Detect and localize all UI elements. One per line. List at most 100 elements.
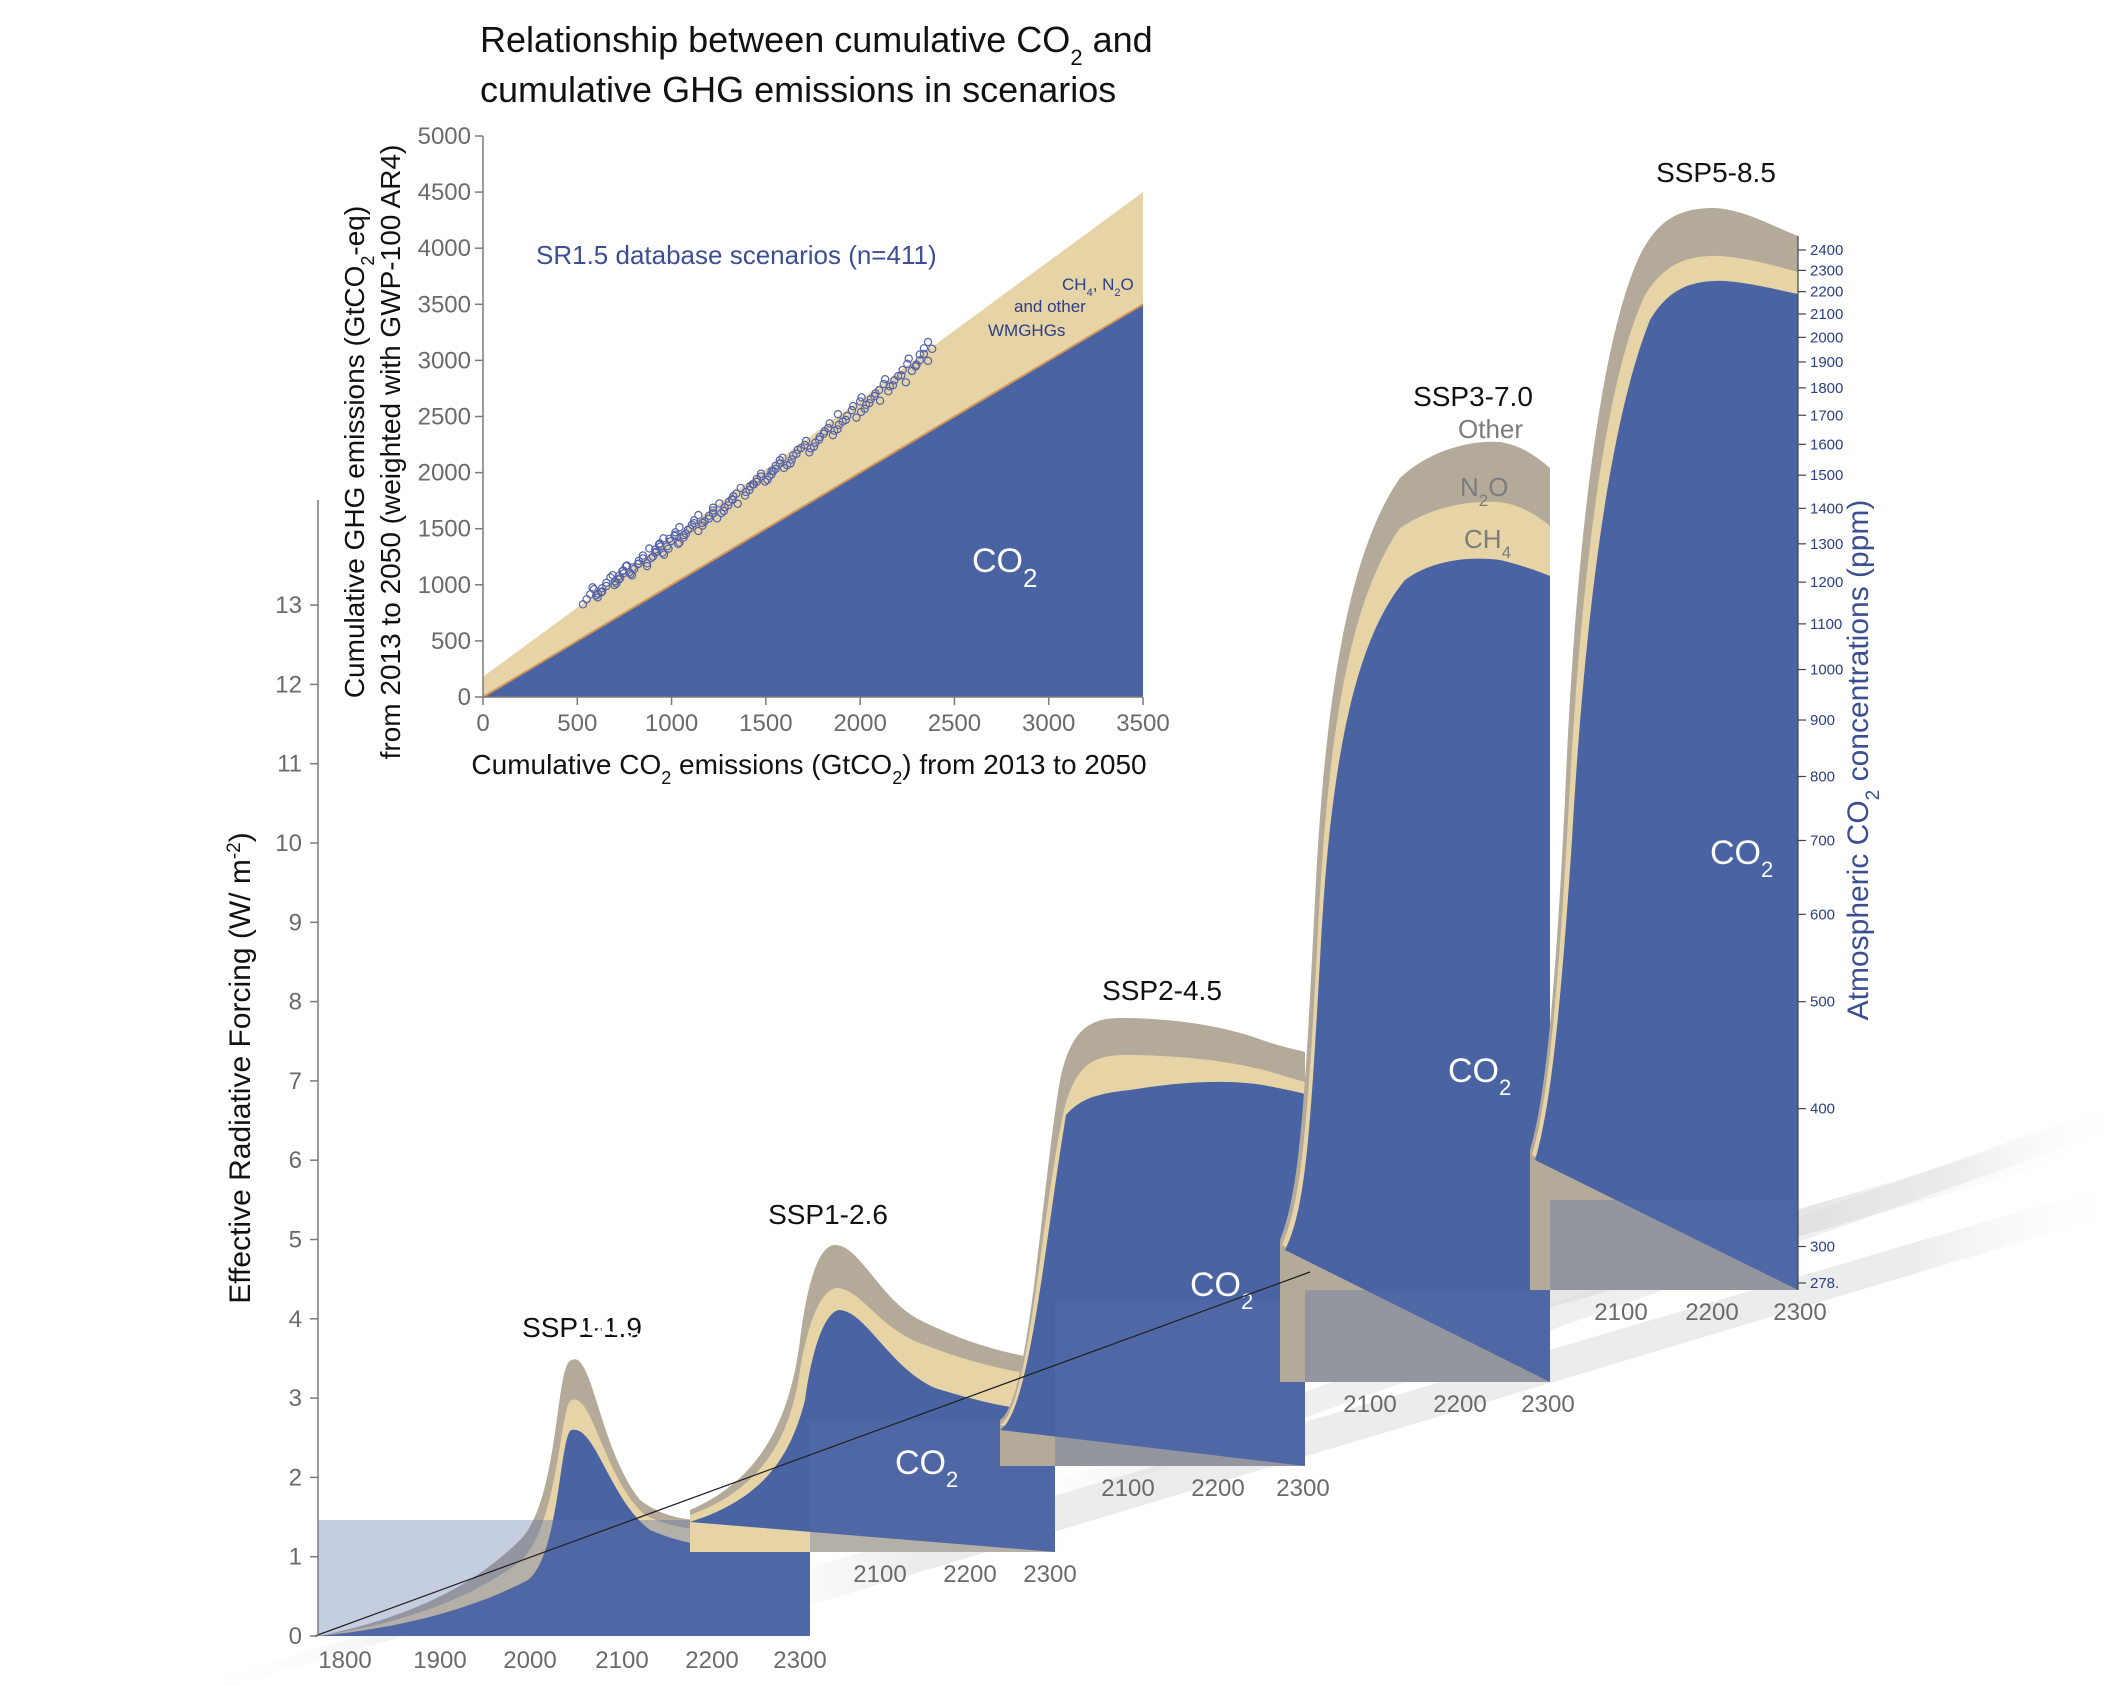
- left-axis-title: Effective Radiative Forcing (W/ m-2): [224, 832, 258, 1304]
- inset-x-tick-label: 1000: [645, 710, 698, 737]
- scenario-name: SSP3-7.0: [1413, 381, 1533, 412]
- area-co2: [1000, 1081, 1305, 1466]
- inset-scenario-point: [597, 584, 607, 593]
- inset-xlabel-a: Cumulative CO: [471, 749, 661, 780]
- inset-scenario-point: [756, 472, 766, 481]
- x-tick-label: 2300: [1276, 1475, 1329, 1502]
- inset-scenario-point: [645, 544, 654, 553]
- x-tick-label: 2300: [1023, 1561, 1076, 1588]
- left-tick-label: 1: [289, 1544, 302, 1571]
- left-tick-label: 7: [289, 1068, 302, 1095]
- inset-y-tick-label: 3000: [418, 347, 471, 374]
- inset-xlabel-c: ) from 2013 to 2050: [902, 749, 1146, 780]
- inset-scenario-point: [767, 466, 776, 476]
- inset-scenario-point: [752, 474, 762, 484]
- left-tick-label: 0: [289, 1623, 302, 1650]
- inset-title-line2: cumulative GHG emissions in scenarios: [480, 69, 1116, 110]
- inset-scenario-point: [675, 522, 684, 532]
- inset-xlabel-sub2: 2: [892, 768, 902, 788]
- inset-scenario-point: [893, 371, 903, 381]
- right-tick-label: 1600: [1810, 436, 1843, 453]
- x-tick-label: 2100: [1594, 1299, 1647, 1326]
- inset-x-tick-label: 3500: [1116, 710, 1169, 737]
- inset-y-tick-label: 0: [458, 684, 471, 711]
- inset-y-tick-label: 1500: [418, 516, 471, 543]
- inset-scenario-point: [675, 538, 684, 547]
- gas-label-ch4-a: CH: [1464, 524, 1502, 554]
- inset-scenario-point: [875, 396, 885, 405]
- inset-scenario-point: [671, 528, 680, 537]
- inset-band-label-1d: 2: [1114, 287, 1120, 299]
- right-tick-label: 1200: [1810, 574, 1843, 591]
- right-tick-label: 1100: [1810, 616, 1842, 633]
- inset-y-tick-label: 1000: [418, 572, 471, 599]
- inset-x-tick-label: 2000: [833, 710, 886, 737]
- inset-co2-label-a: CO: [972, 542, 1023, 580]
- right-tick-label: 1400: [1810, 500, 1843, 517]
- left-axis-title-sup: -2: [224, 842, 245, 859]
- inset-scenario-point: [647, 553, 656, 563]
- x-tick-label: 2300: [1521, 1391, 1574, 1418]
- inset-scenario-point: [741, 487, 750, 497]
- inset-scenario-point: [659, 550, 669, 559]
- inset-title-sub: 2: [1070, 45, 1082, 70]
- inset-y-tick-label: 3500: [418, 291, 471, 318]
- inset-scenario-point: [897, 371, 906, 380]
- inset-scenario-point: [763, 475, 772, 484]
- inset-scenario-point: [801, 436, 811, 446]
- gas-label-n2o-sub: 2: [1479, 491, 1488, 510]
- inset-scenario-point: [736, 483, 745, 493]
- inset-scenario-point: [874, 385, 884, 395]
- inset-scenario-point: [720, 503, 729, 512]
- right-tick-label: 400: [1810, 1101, 1835, 1118]
- inset-scenario-point: [704, 511, 714, 521]
- inset-co2-label: CO2: [972, 542, 1037, 593]
- gas-label-ch4: CH4: [1464, 524, 1511, 562]
- right-axis: 278. 300 400 500 600 700 800 900 1000 1100 1200 130…: [1797, 236, 1884, 1292]
- inset-scenario-point: [857, 393, 866, 402]
- left-tick-label: 5: [289, 1227, 302, 1254]
- right-tick-label: 600: [1810, 906, 1835, 923]
- right-tick-label: 1500: [1810, 467, 1843, 484]
- inset-title-line1-end: and: [1083, 19, 1153, 60]
- inset-y-axis-title-line1: Cumulative GHG emissions (GtCO2-eq): [339, 206, 378, 698]
- inset-scenario-point: [638, 554, 648, 563]
- inset-scenario-point: [708, 509, 718, 518]
- x-tick-label: 2100: [1101, 1475, 1154, 1502]
- inset-scenario-point: [659, 534, 668, 543]
- inset-scenario-point: [880, 374, 890, 384]
- inset-scenario-point: [602, 578, 611, 587]
- inset-scenario-point: [771, 461, 780, 470]
- inset-scenario-point: [911, 362, 920, 371]
- inset-band-label-1e: O: [1121, 275, 1134, 294]
- inset-x-tick-label: 2500: [928, 710, 981, 737]
- inset-scenario-point: [825, 419, 834, 428]
- left-tick-label: 10: [275, 830, 302, 857]
- inset-scenario-point: [671, 530, 680, 539]
- inset-scenario-point: [592, 591, 601, 600]
- x-tick-label: 2000: [503, 1647, 556, 1674]
- area-co2: [1285, 558, 1550, 1382]
- left-tick-label: 12: [275, 671, 302, 698]
- inset-scenario-point: [628, 563, 638, 572]
- inset-band-label: CH4, N2O and other WMGHGs: [988, 275, 1134, 340]
- left-tick-label: 11: [277, 751, 302, 778]
- panel-ssp5-8-5: 2100 2200 2300 SSP5-8.5 CO2: [1530, 157, 1827, 1326]
- inset-scenario-point: [642, 559, 652, 568]
- right-tick-label: 1900: [1810, 354, 1843, 371]
- inset-scenario-point: [610, 580, 619, 590]
- inset-title-line1-a: Relationship between cumulative CO: [480, 19, 1070, 60]
- inset-scenario-point: [923, 337, 933, 347]
- x-tick-label: 2100: [853, 1561, 906, 1588]
- x-tick-label: 2200: [1191, 1475, 1244, 1502]
- inset-scenario-point: [593, 589, 603, 598]
- inset-scenario-point: [588, 583, 597, 592]
- inset-scenario-point: [927, 344, 937, 354]
- right-tick-label: 1300: [1810, 536, 1843, 553]
- left-tick-label: 8: [289, 989, 302, 1016]
- inset-x-tick-label: 3000: [1022, 710, 1075, 737]
- inset-band-label-line3: WMGHGs: [988, 321, 1065, 340]
- scenario-name: SSP1-1.9: [522, 1312, 642, 1343]
- inset-xlabel-sub1: 2: [661, 768, 671, 788]
